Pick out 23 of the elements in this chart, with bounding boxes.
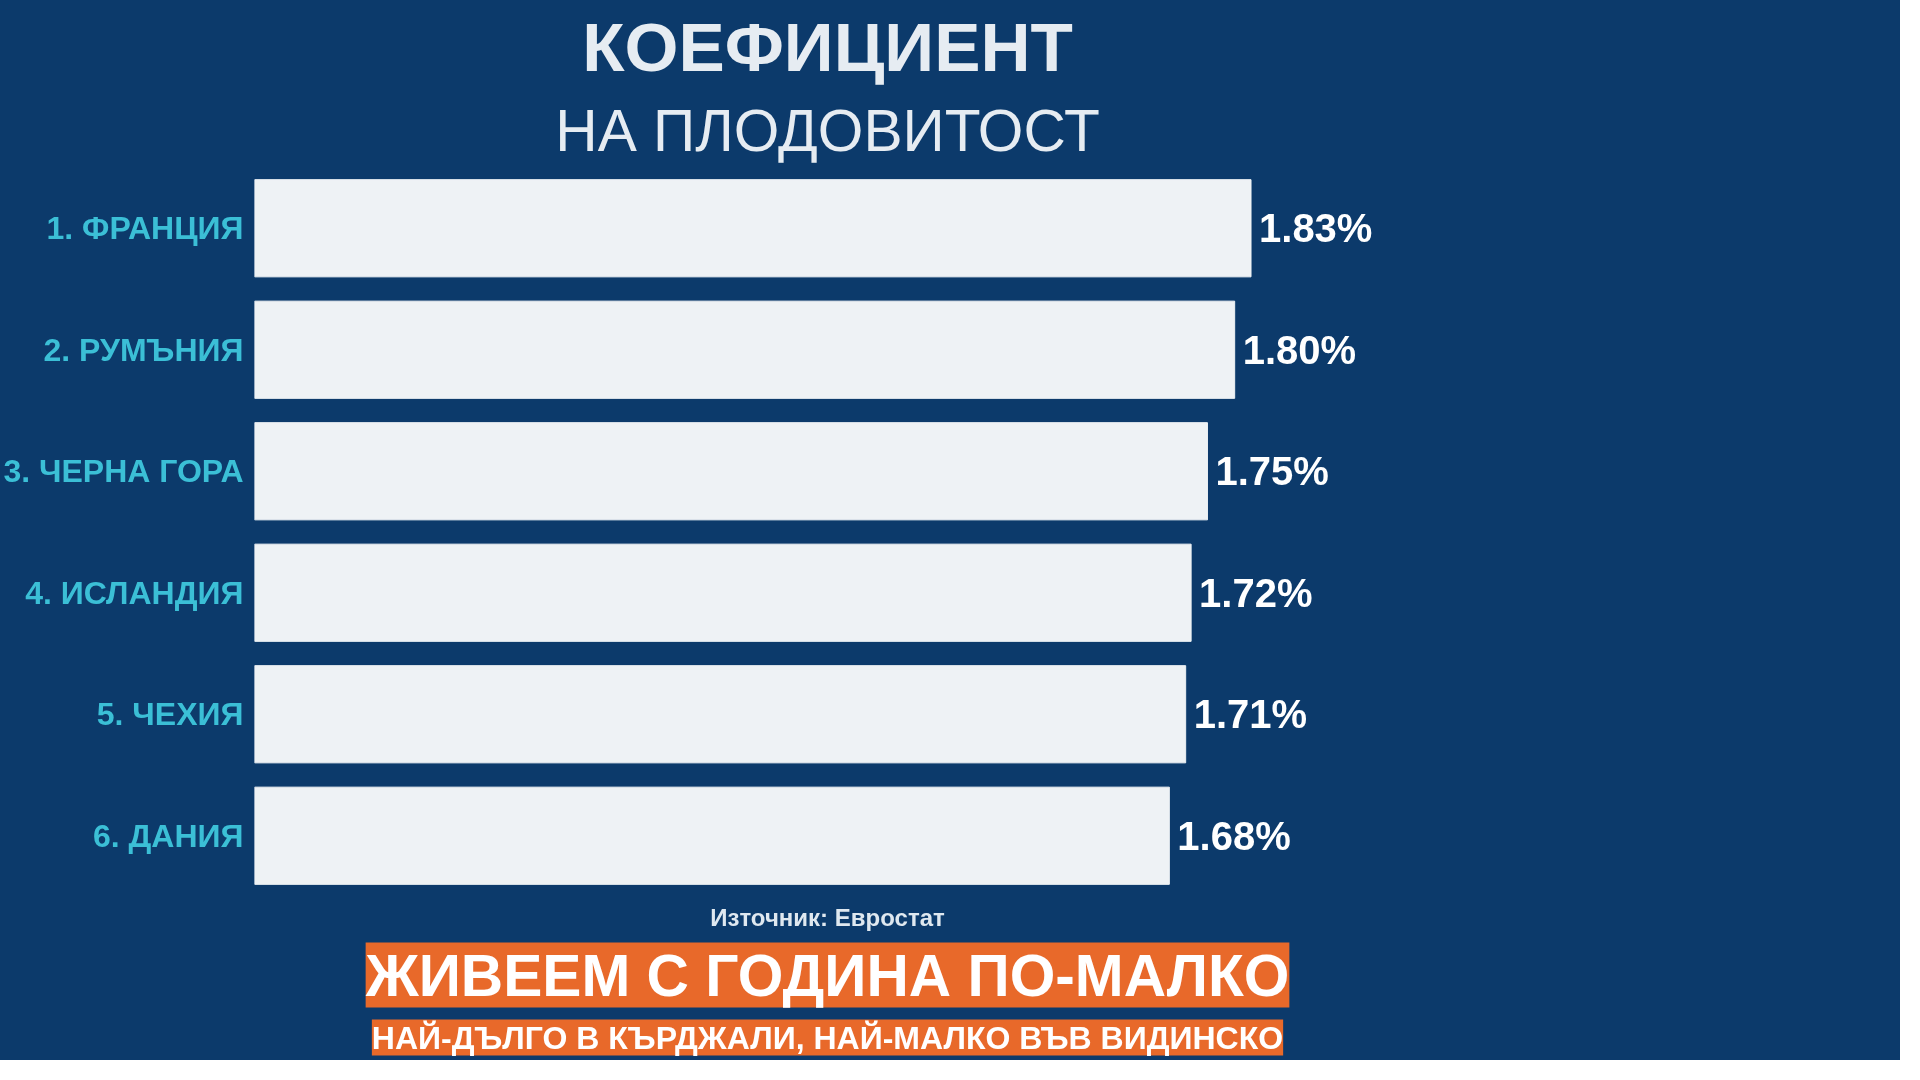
text: ЖИВЕЕМ С ГОДИНА ПО-МАЛКО [364,942,1290,1008]
y-tick-label: 3. ЧЕРНА ГОРА [3,453,244,490]
y-tick-label: 6. ДАНИЯ [92,817,244,854]
y-tick-label: 2. РУМЪНИЯ [43,331,244,368]
data-label: 1.68% [1177,813,1291,858]
data-label: 1.71% [1193,692,1308,737]
chart-title: КОЕФИЦИЕНТ [582,7,1073,86]
bar [254,786,1170,885]
y-tick-label: 5. ЧЕХИЯ [96,696,244,733]
bar [254,300,1236,399]
bar [254,543,1192,642]
bar [254,179,1252,278]
y-tick-label: 4. ИСЛАНДИЯ [25,574,244,611]
data-label: 1.72% [1199,570,1313,615]
data-label: 1.83% [1259,206,1373,251]
data-label: 1.80% [1242,327,1357,372]
chart-subtitle: НА ПЛОДОВИТОСТ [555,97,1100,163]
data-label: 1.75% [1215,449,1329,494]
bar [254,665,1187,764]
y-tick-label: 1. ФРАНЦИЯ [46,210,244,247]
bar [254,422,1208,521]
text: НАЙ-ДЪЛГО В КЪРДЖАЛИ, НАЙ-МАЛКО ВЪВ ВИДИНСКО [371,1019,1284,1056]
text: Източник: Евростат [710,903,945,931]
